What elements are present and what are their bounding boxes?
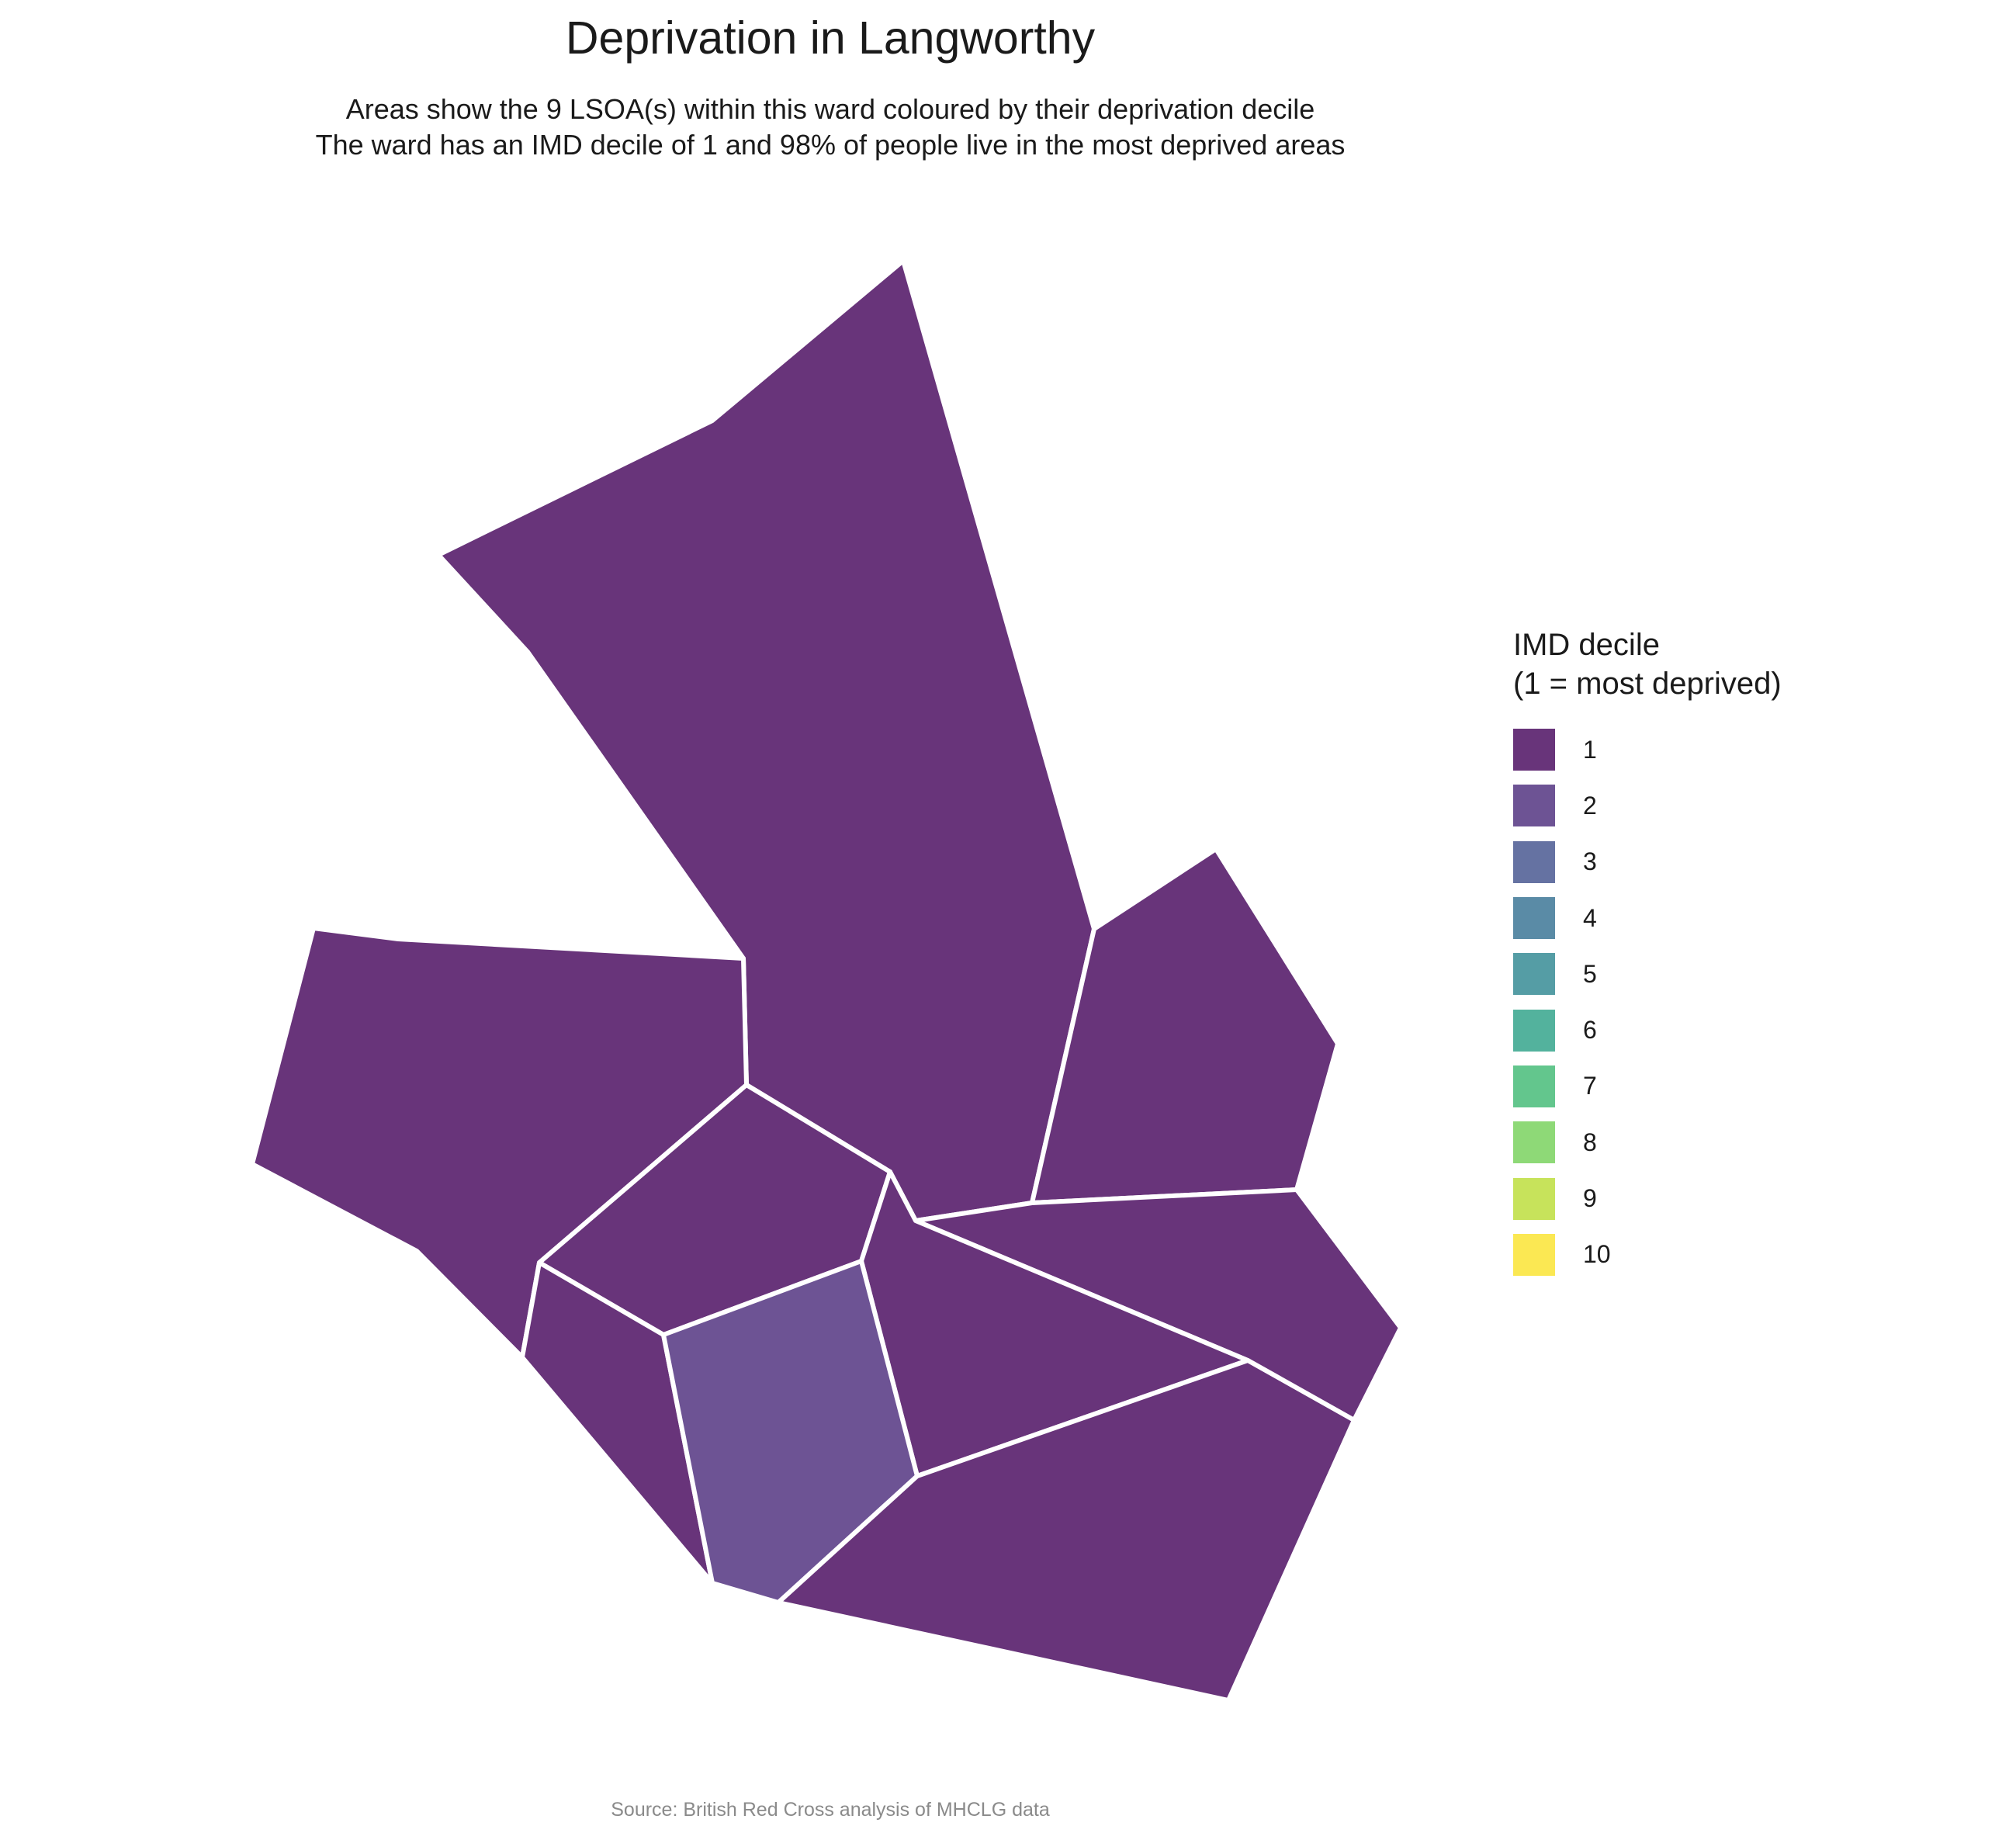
legend-item-10: 10	[1513, 1227, 1782, 1283]
legend-item-7: 7	[1513, 1059, 1782, 1114]
legend-swatch-9	[1513, 1177, 1555, 1220]
legend-item-1: 1	[1513, 722, 1782, 778]
subtitle-line-2: The ward has an IMD decile of 1 and 98% …	[315, 129, 1346, 161]
legend-item-3: 3	[1513, 834, 1782, 890]
legend-swatch-5	[1513, 953, 1555, 996]
legend-item-5: 5	[1513, 946, 1782, 1002]
chart-subtitle: Areas show the 9 LSOA(s) within this war…	[0, 92, 1661, 163]
legend-swatch-1	[1513, 729, 1555, 771]
lsoa-southeast[interactable]	[776, 1358, 1356, 1703]
legend-label-5: 5	[1583, 959, 1597, 988]
legend-swatch-2	[1513, 785, 1555, 827]
legend-swatch-3	[1513, 840, 1555, 883]
legend-items: 1 2 3 4 5 6 7 8 9 10	[1513, 722, 1782, 1283]
legend-item-4: 4	[1513, 890, 1782, 946]
legend-swatch-4	[1513, 897, 1555, 940]
chart-title: Deprivation in Langworthy	[565, 12, 1096, 64]
legend-swatch-6	[1513, 1009, 1555, 1052]
legend: IMD decile (1 = most deprived) 1 2 3 4 5 6 7 8 9…	[1513, 625, 1782, 1283]
legend-label-7: 7	[1583, 1072, 1597, 1100]
legend-swatch-7	[1513, 1065, 1555, 1107]
legend-item-8: 8	[1513, 1114, 1782, 1170]
legend-label-6: 6	[1583, 1016, 1597, 1045]
legend-title-line-2: (1 = most deprived)	[1513, 667, 1782, 701]
legend-swatch-10	[1513, 1233, 1555, 1276]
legend-item-6: 6	[1513, 1002, 1782, 1058]
legend-title: IMD decile (1 = most deprived)	[1513, 625, 1782, 703]
legend-item-9: 9	[1513, 1170, 1782, 1226]
source-caption: Source: British Red Cross analysis of MH…	[611, 1799, 1050, 1821]
legend-item-2: 2	[1513, 778, 1782, 833]
legend-label-8: 8	[1583, 1128, 1597, 1156]
legend-label-3: 3	[1583, 847, 1597, 876]
legend-label-10: 10	[1583, 1240, 1611, 1269]
legend-label-9: 9	[1583, 1184, 1597, 1213]
legend-label-1: 1	[1583, 735, 1597, 764]
legend-label-4: 4	[1583, 903, 1597, 932]
legend-title-line-1: IMD decile	[1513, 628, 1660, 662]
legend-label-2: 2	[1583, 791, 1597, 819]
subtitle-line-1: Areas show the 9 LSOA(s) within this war…	[345, 93, 1315, 125]
legend-swatch-8	[1513, 1121, 1555, 1164]
